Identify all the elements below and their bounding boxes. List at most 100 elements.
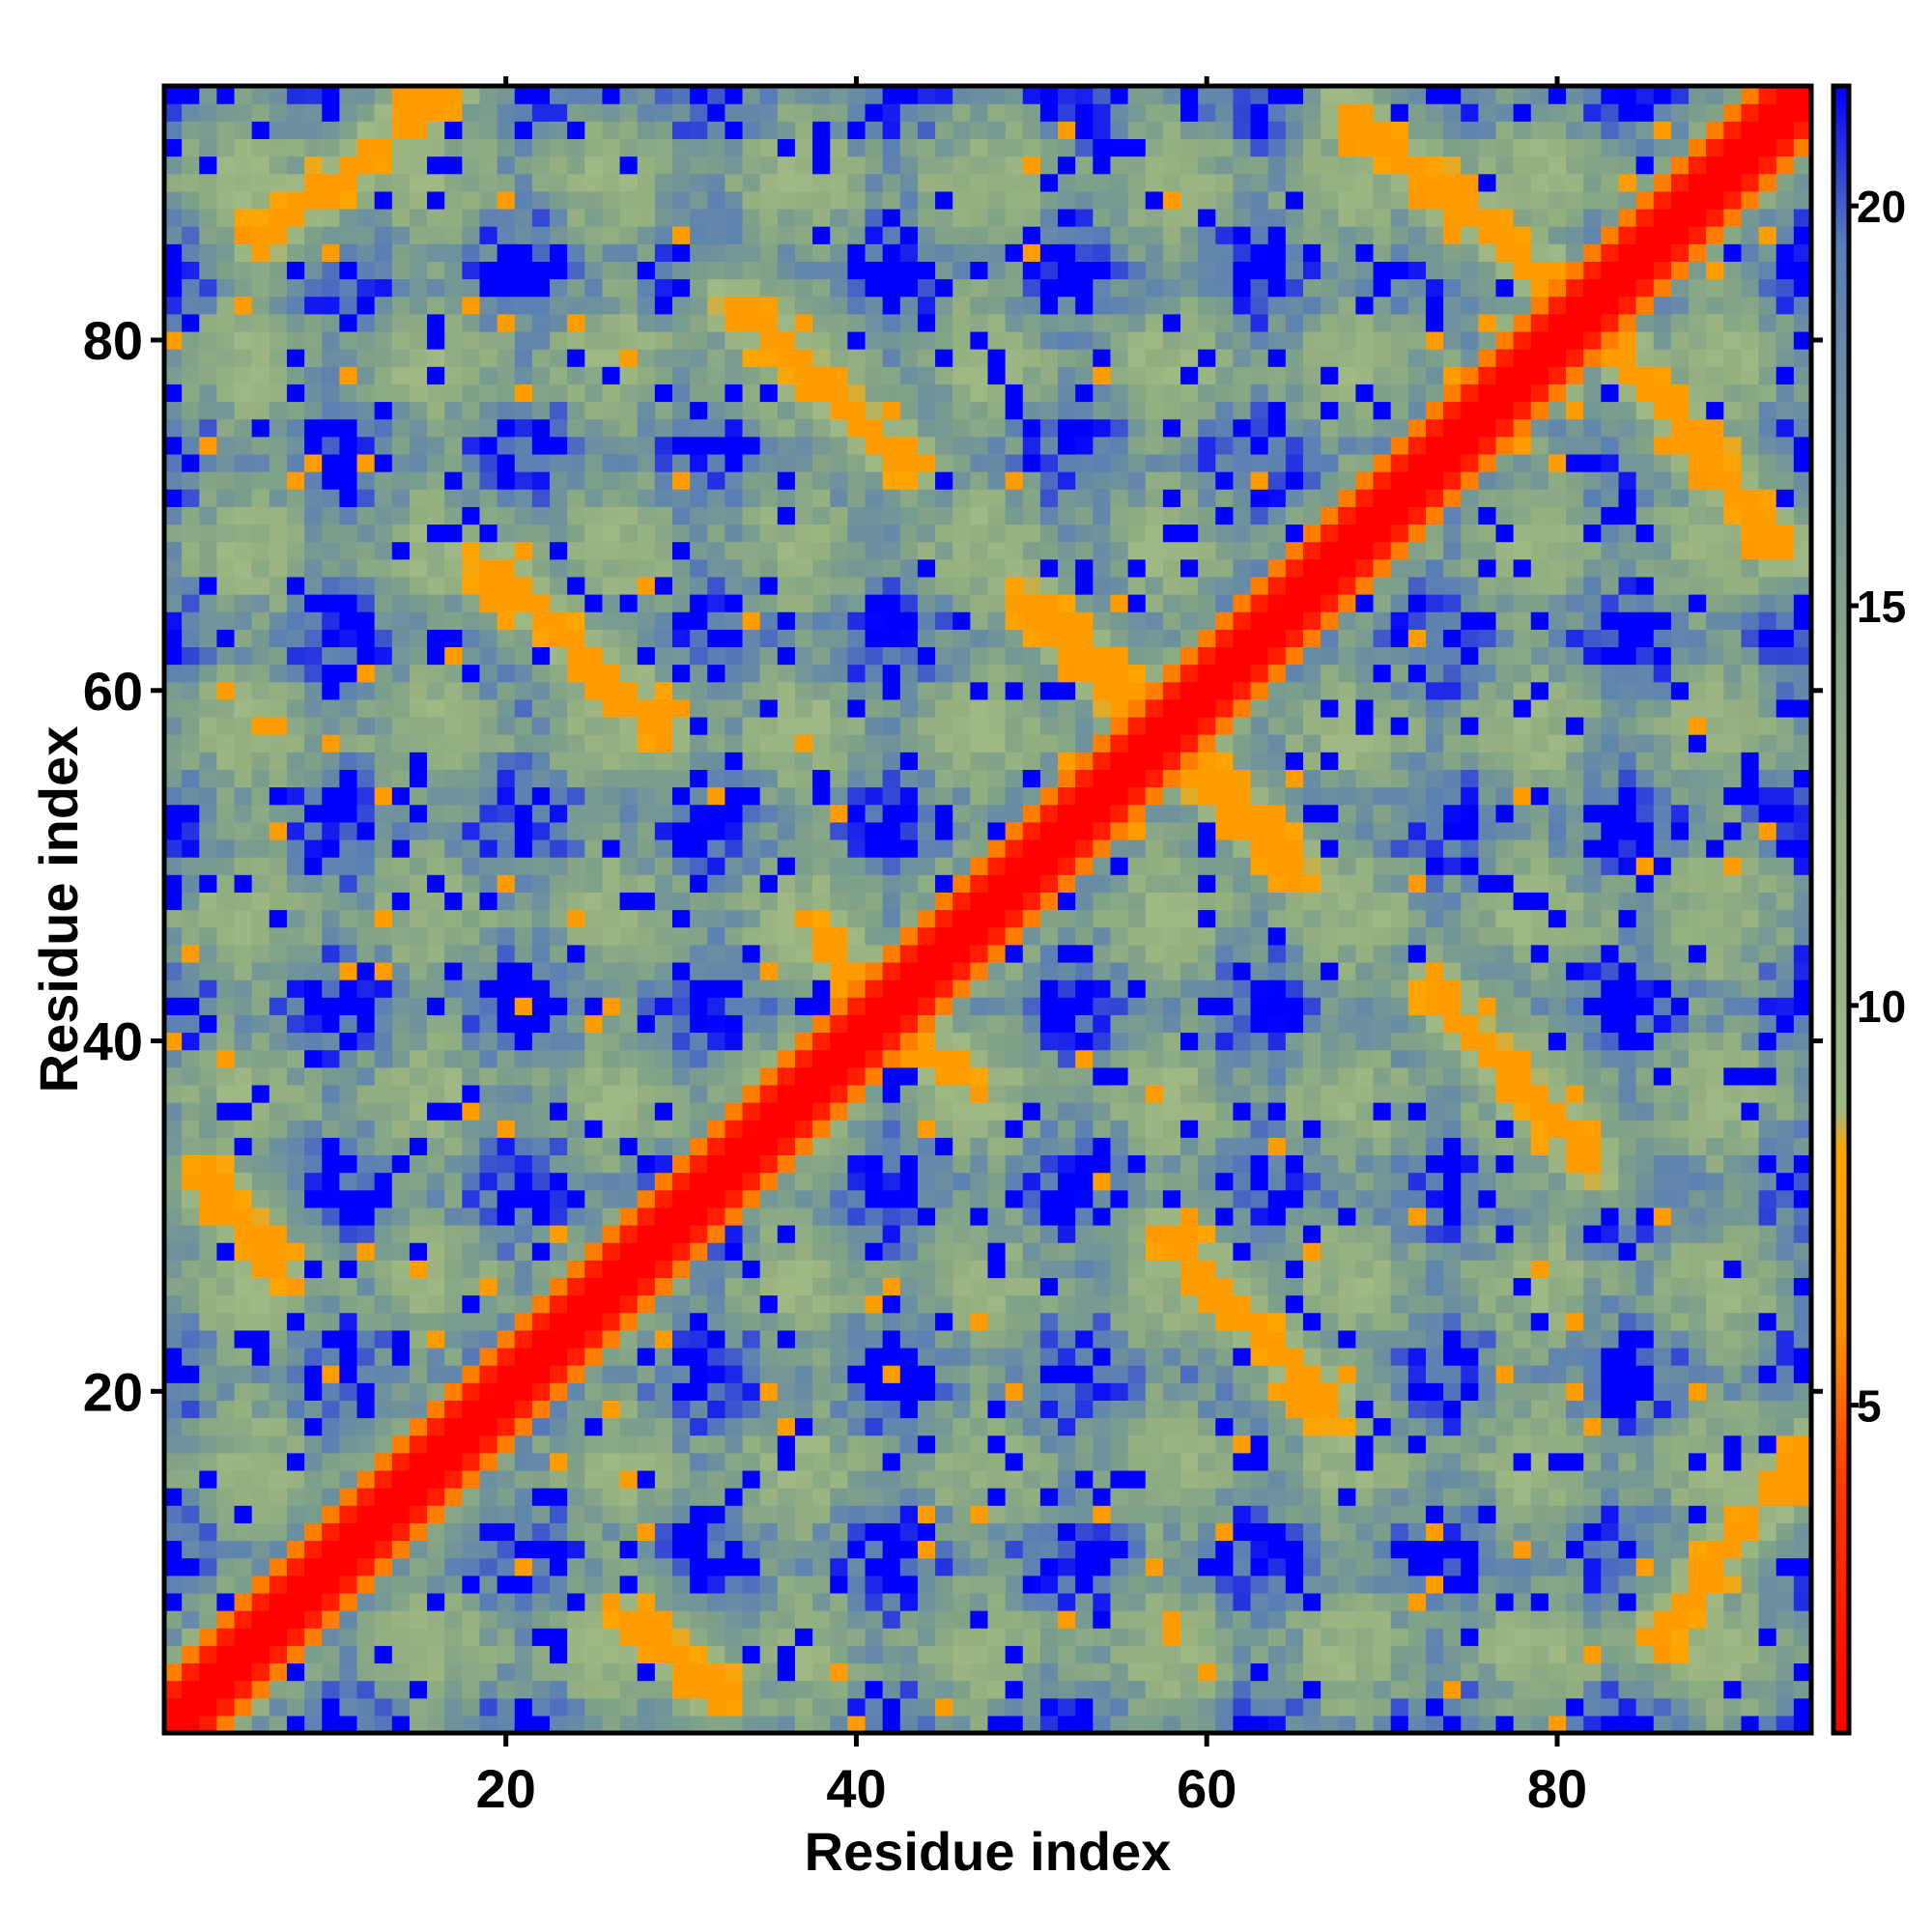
heatmap-cell bbox=[742, 576, 761, 595]
heatmap-cell bbox=[531, 1049, 551, 1068]
heatmap-cell bbox=[777, 1084, 796, 1103]
heatmap-cell bbox=[356, 1014, 376, 1034]
heatmap-cell bbox=[970, 594, 989, 612]
heatmap-cell bbox=[970, 121, 989, 140]
heatmap-cell bbox=[514, 1540, 533, 1559]
heatmap-cell bbox=[917, 857, 936, 875]
heatmap-cell bbox=[216, 576, 236, 595]
heatmap-cell bbox=[917, 1120, 936, 1138]
heatmap-cell bbox=[1075, 138, 1094, 157]
heatmap-cell bbox=[654, 1120, 673, 1138]
heatmap-cell bbox=[479, 1242, 498, 1261]
heatmap-cell bbox=[567, 1417, 585, 1436]
heatmap-cell bbox=[847, 436, 867, 455]
heatmap-cell bbox=[1022, 1452, 1041, 1471]
heatmap-cell bbox=[637, 138, 656, 157]
heatmap-cell bbox=[479, 1066, 498, 1086]
heatmap-cell bbox=[479, 261, 498, 280]
heatmap-cell bbox=[882, 1365, 901, 1383]
heatmap-cell bbox=[602, 1697, 621, 1717]
heatmap-cell bbox=[917, 1610, 936, 1629]
heatmap-cell bbox=[164, 646, 183, 666]
heatmap-cell bbox=[216, 401, 236, 420]
heatmap-cell bbox=[251, 594, 270, 612]
heatmap-cell bbox=[1075, 857, 1094, 875]
heatmap-cell bbox=[182, 278, 200, 298]
heatmap-cell bbox=[654, 1715, 673, 1734]
heatmap-cell bbox=[970, 892, 989, 911]
heatmap-cell bbox=[654, 156, 673, 175]
heatmap-cell bbox=[724, 1697, 744, 1717]
heatmap-cell bbox=[584, 524, 604, 543]
heatmap-cell bbox=[444, 1137, 463, 1156]
heatmap-cell bbox=[602, 1066, 621, 1086]
heatmap-cell bbox=[812, 436, 831, 455]
heatmap-cell bbox=[374, 716, 393, 735]
heatmap-cell bbox=[567, 471, 585, 490]
heatmap-cell bbox=[514, 1172, 533, 1191]
heatmap-cell bbox=[304, 576, 323, 595]
heatmap-cell bbox=[199, 1032, 218, 1051]
heatmap-cell bbox=[339, 1382, 358, 1401]
heatmap-cell bbox=[286, 418, 305, 438]
heatmap-cell bbox=[234, 1715, 253, 1734]
heatmap-cell bbox=[567, 366, 585, 384]
heatmap-cell bbox=[164, 1575, 183, 1594]
heatmap-cell bbox=[479, 1522, 498, 1542]
heatmap-cell bbox=[830, 698, 848, 718]
heatmap-cell bbox=[514, 156, 533, 175]
heatmap-cell bbox=[794, 1172, 813, 1191]
heatmap-cell bbox=[830, 1540, 848, 1559]
heatmap-cell bbox=[1093, 1662, 1112, 1682]
heatmap-cell bbox=[234, 349, 253, 367]
heatmap-cell bbox=[356, 1435, 376, 1454]
heatmap-cell bbox=[1039, 752, 1059, 770]
heatmap-cell bbox=[182, 1102, 200, 1121]
heatmap-cell bbox=[654, 1522, 673, 1542]
heatmap-cell bbox=[584, 997, 604, 1015]
heatmap-cell bbox=[531, 1365, 551, 1383]
heatmap-cell bbox=[812, 1417, 831, 1436]
heatmap-cell bbox=[251, 1189, 270, 1208]
heatmap-cell bbox=[777, 698, 796, 718]
heatmap-cell bbox=[356, 453, 376, 472]
heatmap-cell bbox=[514, 1417, 533, 1436]
heatmap-cell bbox=[794, 418, 813, 438]
heatmap-cell bbox=[164, 1469, 183, 1489]
heatmap-cell bbox=[567, 1382, 585, 1401]
heatmap-cell bbox=[304, 226, 323, 244]
heatmap-cell bbox=[935, 436, 953, 455]
heatmap-cell bbox=[199, 190, 218, 210]
heatmap-cell bbox=[812, 1575, 831, 1594]
heatmap-cell bbox=[987, 1488, 1007, 1506]
heatmap-cell bbox=[970, 156, 989, 175]
heatmap-cell bbox=[619, 1207, 639, 1226]
heatmap-cell bbox=[356, 121, 376, 140]
heatmap-cell bbox=[427, 909, 445, 928]
heatmap-cell bbox=[882, 752, 901, 770]
heatmap-cell bbox=[917, 716, 936, 735]
heatmap-cell bbox=[830, 1417, 848, 1436]
heatmap-cell bbox=[672, 838, 691, 858]
heatmap-cell bbox=[847, 261, 867, 280]
heatmap-cell bbox=[497, 208, 516, 227]
heatmap-cell bbox=[427, 1540, 445, 1559]
heatmap-cell bbox=[531, 1084, 551, 1103]
heatmap-cell bbox=[531, 173, 551, 192]
heatmap-cell bbox=[654, 418, 673, 438]
heatmap-cell bbox=[917, 190, 936, 210]
heatmap-cell bbox=[917, 138, 936, 157]
heatmap-cell bbox=[987, 330, 1007, 350]
heatmap-cell bbox=[707, 418, 726, 438]
heatmap-cell bbox=[269, 734, 288, 753]
heatmap-cell bbox=[199, 366, 218, 384]
heatmap-cell bbox=[164, 208, 183, 227]
heatmap-cell bbox=[602, 524, 621, 543]
heatmap-cell bbox=[409, 1347, 428, 1366]
heatmap-cell bbox=[374, 330, 393, 350]
heatmap-cell bbox=[899, 1084, 919, 1103]
heatmap-cell bbox=[286, 909, 305, 928]
heatmap-cell bbox=[374, 1610, 393, 1629]
heatmap-cell bbox=[531, 1172, 551, 1191]
heatmap-cell bbox=[794, 471, 813, 490]
